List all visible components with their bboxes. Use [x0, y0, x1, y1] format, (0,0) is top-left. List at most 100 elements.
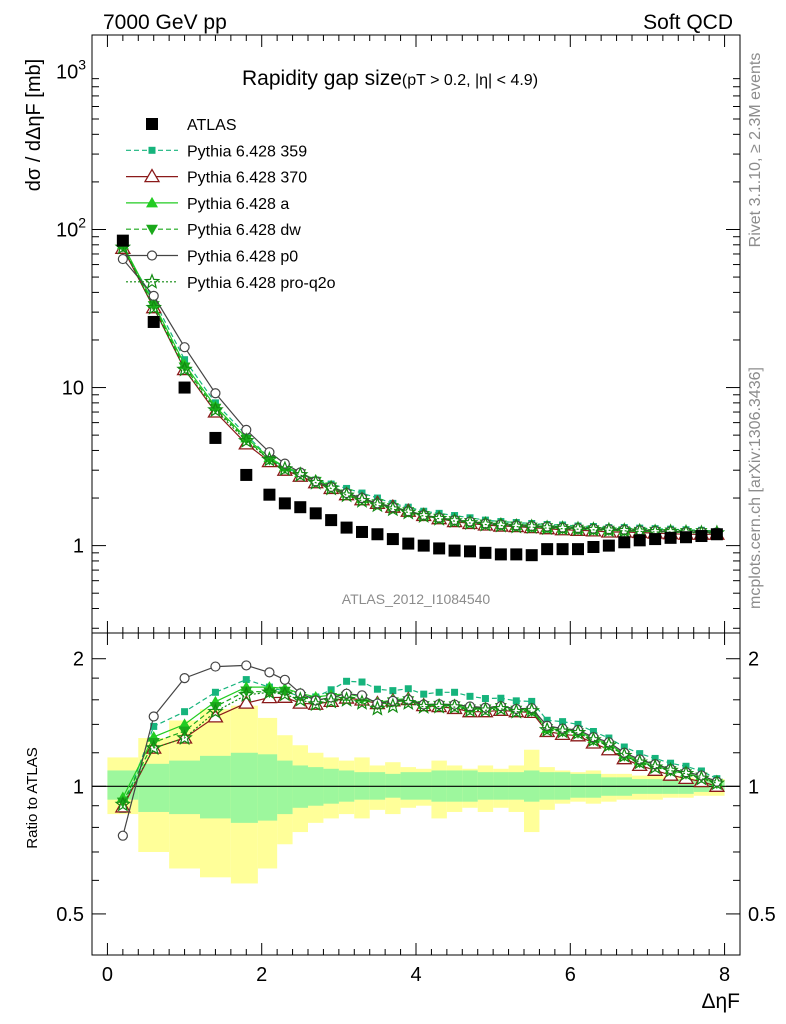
ratio-y-tick-label: 1: [73, 776, 84, 798]
rivet-label: Rivet 3.1.10, ≥ 2.3M events: [747, 53, 764, 248]
series-pythia-6-428-359-ratio-point: [404, 685, 412, 693]
series-atlas-point: [572, 543, 584, 556]
series-pythia-6-428-pro-q2o-point: [338, 486, 355, 503]
series-pythia-6-428-pro-q2o-ratio-point: [492, 700, 510, 716]
legend-item: ATLAS: [146, 117, 237, 134]
series-pythia-6-428-p0-ratio-point: [210, 661, 221, 672]
series-pythia-6-428-a-ratio-point: [178, 718, 191, 729]
series-pythia-6-428-pro-q2o-point: [261, 450, 278, 467]
series-atlas-point: [541, 543, 554, 556]
series-pythia-6-428-359-ratio-point: [358, 678, 366, 686]
legend-item: Pythia 6.428 359: [126, 143, 307, 160]
series-pythia-6-428-pro-q2o-ratio-point: [353, 694, 371, 710]
series-pythia-6-428-dw-point: [240, 434, 253, 446]
series-pythia-6-428-pro-q2o-point: [322, 479, 340, 496]
series-pythia-6-428-359-ratio-point: [211, 688, 219, 696]
series-pythia-6-428-p0-ratio-point: [148, 711, 159, 722]
series-atlas-point: [479, 546, 492, 559]
ratio-y-axis-label: Ratio to ATLAS: [24, 747, 41, 848]
series-pythia-6-428-pro-q2o-ratio-point: [276, 685, 294, 702]
series-pythia-6-428-pro-q2o-ratio-point: [261, 683, 278, 700]
series-pythia-6-428-359-ratio-point: [559, 718, 567, 726]
series-pythia-6-428-pro-q2o-point: [616, 522, 633, 538]
series-pythia-6-428-359-ratio-point: [181, 708, 189, 716]
series-pythia-6-428-dw-point: [178, 362, 191, 373]
header-left: 7000 GeV pp: [103, 11, 227, 34]
ratio-y-tick-label: 2: [73, 649, 84, 671]
series-pythia-6-428-pro-q2o-point: [399, 503, 417, 520]
series-pythia-6-428-pro-q2o-point: [461, 514, 479, 531]
series-pythia-6-428-pro-q2o-point: [238, 432, 255, 448]
legend-label: Pythia 6.428 359: [187, 143, 307, 160]
series-atlas-point: [633, 534, 646, 547]
series-atlas-point: [649, 533, 662, 546]
series-atlas: [116, 234, 723, 562]
series-pythia-6-428-pro-q2o-ratio-point: [145, 739, 163, 756]
ratio-y-tick-label: 0.5: [56, 904, 84, 926]
series-pythia-6-428-pro-q2o-ratio-point: [631, 753, 649, 770]
series-pythia-6-428-pro-q2o-ratio-point: [322, 692, 340, 709]
series-pythia-6-428-359-ratio-point: [528, 697, 536, 705]
series-pythia-6-428-dw-point: [147, 301, 160, 312]
series-pythia-6-428-pro-q2o-point: [307, 474, 325, 490]
x-tick-label: 6: [565, 964, 576, 986]
series-pythia-6-428-pro-q2o-point: [276, 460, 294, 477]
series-pythia-6-428-pro-q2o-point: [415, 507, 432, 523]
analysis-label: ATLAS_2012_I1084540: [342, 591, 491, 607]
series-pythia-6-428-pro-q2o-ratio-point: [307, 695, 324, 712]
ratio-band-inner-bin: [138, 763, 170, 812]
series-pythia-6-428-pro-q2o-point: [492, 516, 510, 533]
series-atlas-point: [618, 536, 631, 549]
series-pythia-6-428-p0: [117, 253, 722, 538]
series-atlas-point: [294, 501, 307, 514]
legend-label: Pythia 6.428 370: [187, 170, 307, 187]
series-pythia-6-428-p0-ratio-point: [279, 674, 290, 685]
series-pythia-6-428-pro-q2o-point: [384, 500, 402, 517]
series-pythia-6-428-pro-q2o-ratio-line: [122, 691, 718, 805]
ratio-panel: 0 2 4 6 8 0.5 0.5 1 1 2 2 Ratio to ATLAS ΔηF: [24, 632, 776, 1013]
series-pythia-6-428-pro-q2o-ratio-point: [384, 697, 402, 714]
series-pythia-6-428-pro-q2o-point: [292, 466, 309, 482]
series-pythia-6-428-pro-q2o-point: [600, 521, 618, 538]
series-atlas-point: [356, 525, 368, 538]
series-pythia-6-428-pro-q2o-point: [523, 518, 541, 535]
series-atlas-point: [371, 528, 384, 541]
series-atlas-point: [309, 507, 322, 520]
series-pythia-6-428-pro-q2o-ratio-point: [507, 703, 525, 719]
series-atlas-point: [680, 531, 692, 544]
x-axis-label: ΔηF: [701, 990, 740, 1013]
series-pythia-6-428-pro-q2o-point: [477, 515, 494, 532]
series-pythia-6-428-pro-q2o-ratio-point: [662, 761, 679, 778]
series-pythia-6-428-359-ratio-point: [512, 697, 520, 705]
series-atlas-point: [710, 528, 723, 541]
ratio-y-tick-label-right: 2: [748, 649, 759, 671]
series-atlas-point: [464, 545, 476, 558]
series-pythia-6-428-pro-q2o-ratio-point: [207, 703, 224, 719]
series-pythia-6-428-dw-ratio-point: [147, 737, 160, 749]
series-pythia-6-428-p0-ratio-point: [179, 673, 190, 684]
series-atlas-point: [209, 431, 222, 444]
series-pythia-6-428-pro-q2o-ratio-point: [523, 702, 541, 718]
series-pythia-6-428-pro-q2o-ratio-point: [338, 691, 355, 707]
series-pythia-6-428-359-ratio-point: [543, 716, 551, 724]
series-atlas-point: [556, 543, 569, 556]
series-pythia-6-428-pro-q2o-ratio-point: [400, 694, 417, 710]
series-atlas-point: [664, 531, 677, 544]
series-pythia-6-428-pro-q2o-point: [538, 519, 556, 536]
header-right: Soft QCD: [643, 11, 733, 34]
ratio-y-tick-label-right: 0.5: [748, 904, 776, 926]
series-pythia-6-428-pro-q2o-point: [554, 520, 571, 536]
series-atlas-point: [448, 544, 461, 557]
y-tick-label: 10: [62, 378, 84, 400]
series-pythia-6-428-pro-q2o-ratio-point: [585, 731, 602, 748]
series-pythia-6-428-pro-q2o-point: [353, 492, 371, 508]
x-tick-label: 4: [410, 964, 421, 986]
series-pythia-6-428-359-ratio-point: [373, 685, 381, 693]
series-pythia-6-428-pro-q2o-point: [508, 517, 525, 534]
legend-marker: [146, 224, 158, 236]
series-pythia-6-428-p0-point: [179, 342, 190, 353]
y-axis-label: dσ / dΔηF [mb]: [23, 59, 45, 191]
series-pythia-6-428-pro-q2o-ratio-point: [477, 701, 494, 718]
series-pythia-6-428-p0-ratio-point: [117, 830, 128, 841]
ratio-band-inner-bin: [230, 752, 258, 823]
